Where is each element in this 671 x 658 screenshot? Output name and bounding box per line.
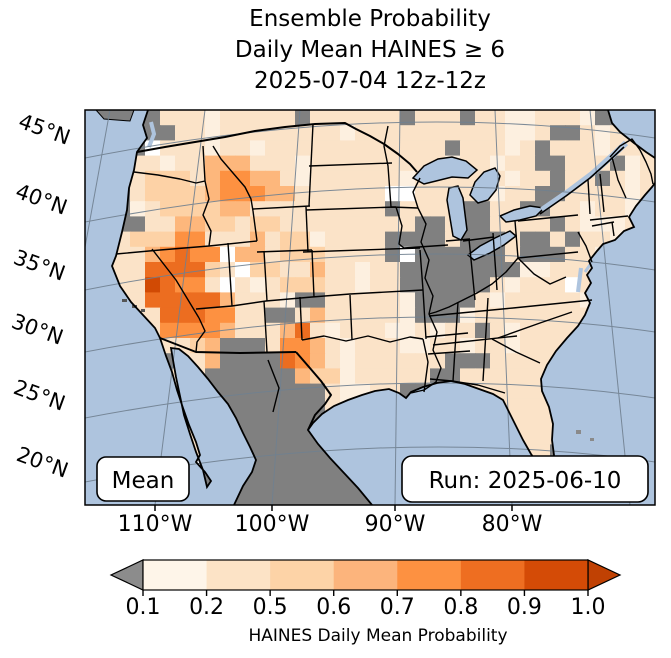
vancouver-island bbox=[95, 110, 135, 122]
colorbar-tick-label: 0.2 bbox=[189, 595, 224, 620]
lon-ticks bbox=[154, 505, 513, 511]
colorbar-tick-label: 1.0 bbox=[571, 595, 606, 620]
colorbar-tick-label: 0.9 bbox=[507, 595, 542, 620]
title-line-2: Daily Mean HAINES ≥ 6 bbox=[235, 37, 505, 63]
colorbar-over-arrow-icon bbox=[587, 559, 622, 591]
run-badge: Run: 2025-06-10 bbox=[401, 455, 649, 503]
lon-label: 80°W bbox=[482, 512, 543, 537]
lat-axis-labels: 45°N 40°N 35°N 30°N 25°N 20°N bbox=[8, 109, 73, 483]
colorbar-tick-label: 0.5 bbox=[253, 595, 288, 620]
lon-label: 90°W bbox=[365, 512, 426, 537]
lon-label: 110°W bbox=[118, 512, 193, 537]
mean-badge: Mean bbox=[96, 456, 190, 502]
title-line-3: 2025-07-04 12z-12z bbox=[254, 68, 486, 94]
lat-label: 25°N bbox=[10, 375, 68, 416]
colorbar-title: HAINES Daily Mean Probability bbox=[248, 626, 507, 646]
lon-label: 100°W bbox=[235, 512, 310, 537]
state-borders bbox=[115, 122, 654, 431]
map-frame bbox=[84, 109, 656, 506]
title-line-1: Ensemble Probability bbox=[249, 6, 491, 32]
island-dots bbox=[576, 430, 594, 441]
colorbar-tick-label: 0.1 bbox=[126, 595, 161, 620]
colorbar-tick-label: 0.6 bbox=[316, 595, 351, 620]
colorbar-tick-label: 0.7 bbox=[380, 595, 415, 620]
run-badge-label: Run: 2025-06-10 bbox=[429, 468, 622, 494]
colorbar-under-arrow-icon bbox=[109, 559, 144, 591]
lake-michigan bbox=[446, 185, 468, 241]
colorbar-segments bbox=[143, 560, 589, 590]
puget-sound bbox=[147, 121, 157, 148]
lat-label: 45°N bbox=[15, 109, 73, 150]
lon-axis-labels: 110°W 100°W 90°W 80°W bbox=[118, 512, 543, 537]
lat-label: 30°N bbox=[8, 309, 66, 350]
colorbar-tick-label: 0.8 bbox=[443, 595, 478, 620]
colorbar: 0.1 0.2 0.5 0.6 0.7 0.8 0.9 1.0 HAINES Daily Me… bbox=[109, 559, 622, 646]
lake-superior bbox=[411, 156, 479, 185]
lake-ontario bbox=[498, 205, 546, 223]
chesapeake-bay bbox=[576, 267, 583, 293]
st-lawrence-river bbox=[540, 140, 629, 213]
colorbar-ticks: 0.1 0.2 0.5 0.6 0.7 0.8 0.9 1.0 bbox=[126, 590, 606, 620]
great-lakes bbox=[411, 156, 546, 261]
mean-badge-label: Mean bbox=[112, 468, 175, 494]
lat-label: 20°N bbox=[13, 442, 71, 483]
lake-huron bbox=[469, 167, 501, 204]
lat-label: 35°N bbox=[10, 245, 68, 286]
lat-label: 40°N bbox=[12, 179, 70, 220]
